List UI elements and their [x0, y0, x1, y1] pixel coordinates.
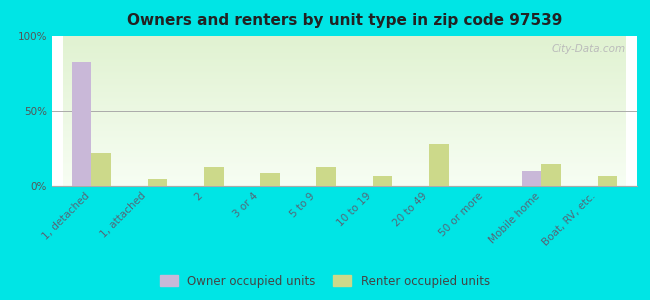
Bar	[429, 144, 448, 186]
Title: Owners and renters by unit type in zip code 97539: Owners and renters by unit type in zip c…	[127, 13, 562, 28]
Bar	[148, 178, 167, 186]
Text: City-Data.com: City-Data.com	[551, 44, 625, 53]
Bar	[204, 167, 224, 186]
Bar	[597, 176, 618, 186]
Bar	[541, 164, 561, 186]
Bar	[317, 167, 336, 186]
Bar	[72, 61, 92, 186]
Bar	[372, 176, 393, 186]
Bar	[260, 172, 280, 186]
Bar	[522, 171, 541, 186]
Legend: Owner occupied units, Renter occupied units: Owner occupied units, Renter occupied un…	[157, 271, 493, 291]
Bar	[92, 153, 111, 186]
